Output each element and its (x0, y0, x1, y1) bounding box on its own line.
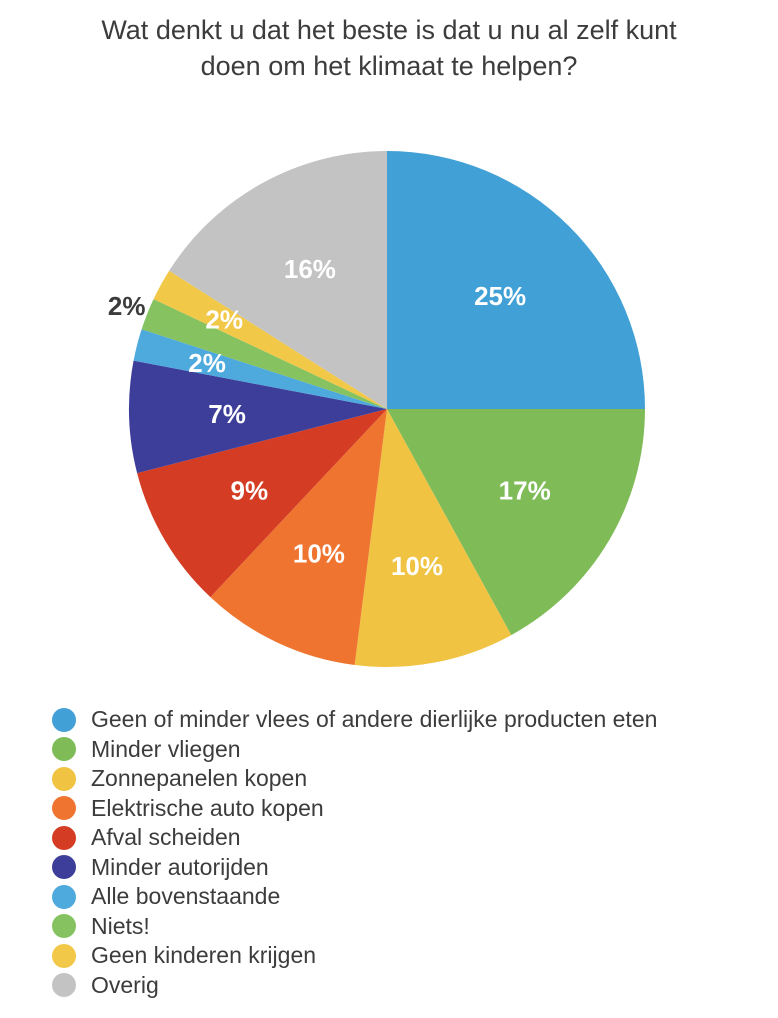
pie-label-alle-bovenstaande: 2% (188, 348, 226, 378)
legend-label-alle-bovenstaande: Alle bovenstaande (91, 883, 281, 910)
legend-label-minder-autorijden: Minder autorijden (91, 853, 269, 880)
legend-item-geen-kinderen-krijgen: Geen kinderen krijgen (52, 941, 657, 971)
legend-label-geen-kinderen-krijgen: Geen kinderen krijgen (91, 942, 317, 969)
pie-slice-minder-vliegen (387, 409, 646, 636)
legend-label-minder-vliegen: Minder vliegen (91, 735, 241, 762)
legend-label-elektrische-auto-kopen: Elektrische auto kopen (91, 794, 324, 821)
legend-item-niets: Niets! (52, 912, 657, 942)
legend-swatch-alle-bovenstaande (52, 884, 76, 909)
legend-item-minder-vliegen: Minder vliegen (52, 735, 657, 765)
legend-swatch-zonnepanelen-kopen (52, 766, 76, 791)
legend-item-geen-of-minder-vlees-of-andere-dierlijke-producten-eten: Geen of minder vlees of andere dierlijke… (52, 705, 657, 735)
legend-item-zonnepanelen-kopen: Zonnepanelen kopen (52, 764, 657, 794)
legend-label-overig: Overig (91, 971, 159, 998)
legend-swatch-elektrische-auto-kopen (52, 796, 76, 821)
chart-legend: Geen of minder vlees of andere dierlijke… (52, 705, 657, 1000)
legend-swatch-niets (52, 914, 76, 939)
pie-slice-zonnepanelen-kopen (354, 409, 512, 668)
legend-swatch-minder-autorijden (52, 855, 76, 880)
pie-slice-overig (169, 151, 387, 409)
pie-label-geen-of-minder-vlees-of-andere-dierlijke-producten-eten: 25% (474, 281, 526, 311)
legend-swatch-minder-vliegen (52, 737, 76, 762)
legend-swatch-geen-kinderen-krijgen (52, 943, 76, 968)
pie-slice-elektrische-auto-kopen (210, 409, 387, 665)
chart-title: Wat denkt u dat het beste is dat u nu al… (101, 15, 677, 81)
pie-slice-alle-bovenstaande (133, 329, 387, 409)
legend-label-geen-of-minder-vlees-of-andere-dierlijke-producten-eten: Geen of minder vlees of andere dierlijke… (91, 706, 658, 733)
pie-label-afval-scheiden: 9% (231, 475, 269, 505)
pie-slice-geen-of-minder-vlees-of-andere-dierlijke-producten-eten (387, 151, 645, 409)
pie-label-elektrische-auto-kopen: 10% (293, 539, 345, 569)
legend-item-alle-bovenstaande: Alle bovenstaande (52, 882, 657, 912)
pie-slice-niets (141, 299, 387, 409)
legend-swatch-afval-scheiden (52, 825, 76, 850)
pie-label-niets: 2% (108, 291, 146, 321)
legend-item-minder-autorijden: Minder autorijden (52, 853, 657, 883)
pie-label-minder-vliegen: 17% (499, 475, 551, 505)
pie-label-zonnepanelen-kopen: 10% (391, 551, 443, 581)
pie-slice-minder-autorijden (129, 360, 387, 474)
legend-item-overig: Overig (52, 971, 657, 1001)
pie-label-geen-kinderen-krijgen: 2% (205, 305, 243, 335)
pie-slice-afval-scheiden (137, 409, 387, 598)
legend-label-zonnepanelen-kopen: Zonnepanelen kopen (91, 765, 308, 792)
legend-swatch-geen-of-minder-vlees-of-andere-dierlijke-producten-eten (52, 707, 76, 732)
pie-slices (129, 151, 646, 668)
pie-slice-geen-kinderen-krijgen (153, 270, 387, 409)
legend-item-afval-scheiden: Afval scheiden (52, 823, 657, 853)
pie-chart: 25% 17% 10% 10% 9% 7% 2% 2% 2% 16% (108, 151, 646, 668)
legend-item-elektrische-auto-kopen: Elektrische auto kopen (52, 794, 657, 824)
legend-swatch-overig (52, 973, 76, 998)
legend-label-afval-scheiden: Afval scheiden (91, 824, 241, 851)
legend-label-niets: Niets! (91, 912, 150, 939)
pie-labels: 25% 17% 10% 10% 9% 7% 2% 2% 2% 16% (108, 254, 551, 581)
pie-label-overig: 16% (284, 254, 336, 284)
pie-label-minder-autorijden: 7% (208, 399, 246, 429)
